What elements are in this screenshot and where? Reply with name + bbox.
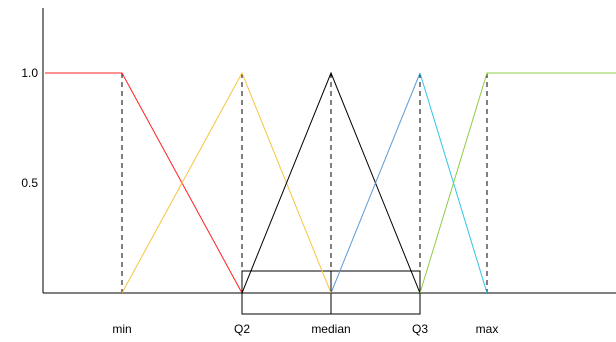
membership-curve-3	[241, 71, 421, 294]
y-tick-label: 1.0	[21, 66, 38, 80]
membership-curve-6	[419, 72, 616, 294]
x-tick-label-max: max	[476, 322, 499, 336]
y-tick-labels: 0.5 1.0	[21, 66, 38, 190]
membership-curves	[45, 71, 616, 294]
x-tick-label-median: median	[311, 322, 350, 336]
membership-curve-4	[330, 72, 421, 294]
x-tick-labels: min Q2 median Q3 max	[112, 322, 498, 336]
dashed-guides	[121, 73, 488, 293]
y-tick-label: 0.5	[21, 176, 38, 190]
x-tick-label-q3: Q3	[412, 322, 428, 336]
membership-curve-1	[45, 72, 243, 294]
x-tick-label-min: min	[112, 322, 131, 336]
x-tick-label-q2: Q2	[234, 322, 250, 336]
membership-curve-2	[121, 71, 332, 294]
